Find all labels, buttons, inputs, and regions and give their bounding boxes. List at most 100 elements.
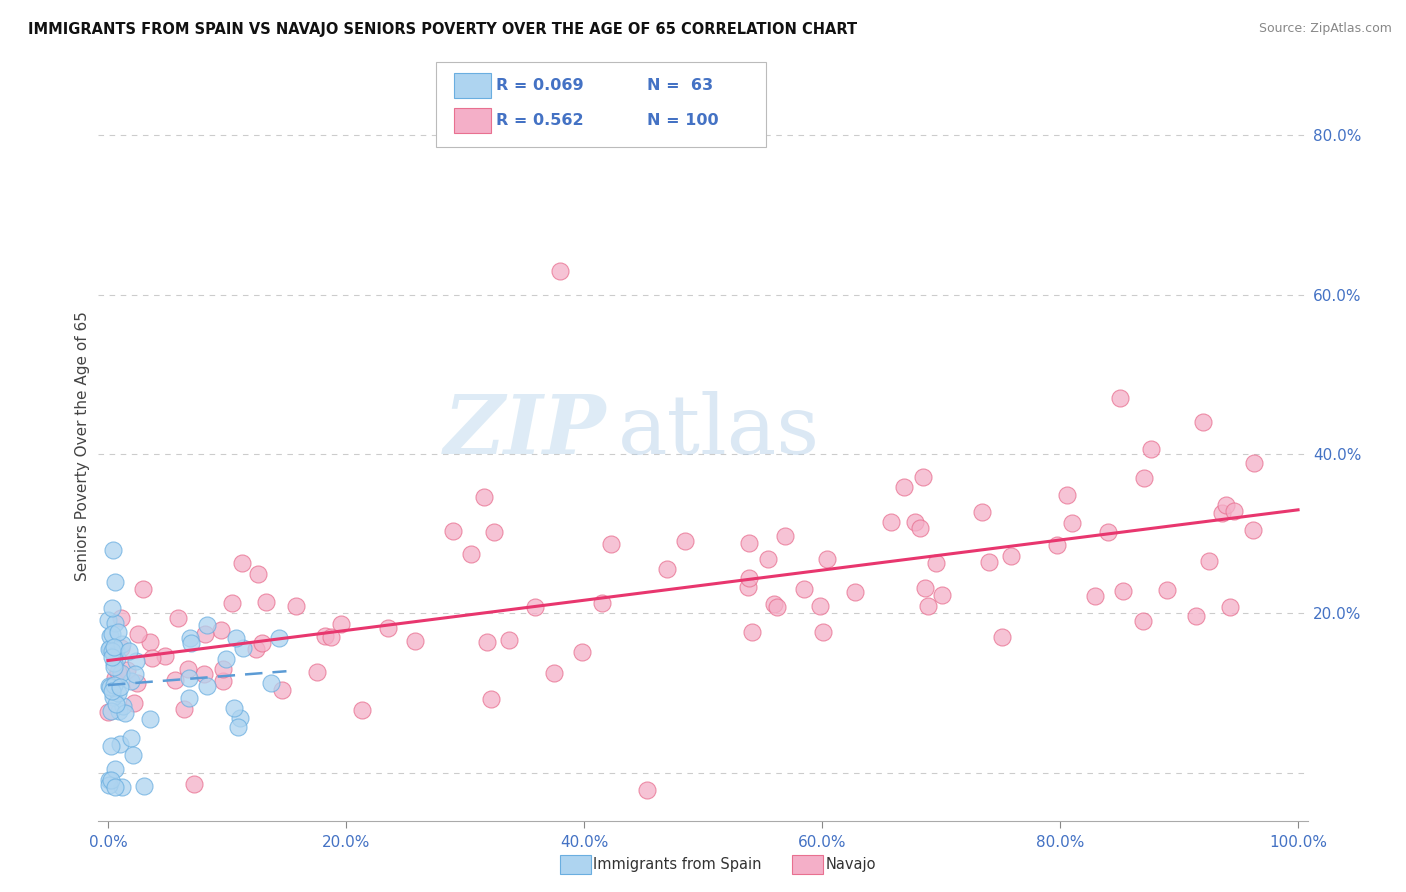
Point (636, 783, 658, 797)
Point (177, 671, 200, 685)
Point (103, 640, 125, 654)
Point (107, 686, 129, 700)
Point (105, 651, 128, 665)
Point (139, 635, 162, 649)
Point (543, 666, 565, 681)
Point (103, 780, 125, 795)
Point (1218, 600, 1240, 615)
Point (228, 710, 250, 724)
Point (484, 524, 506, 539)
Point (100, 629, 122, 643)
Point (139, 713, 162, 727)
Point (111, 637, 134, 651)
Point (110, 611, 132, 625)
Point (124, 666, 146, 681)
Point (314, 629, 336, 643)
Point (305, 665, 328, 680)
Point (183, 777, 205, 791)
Point (209, 623, 232, 637)
Point (103, 660, 125, 674)
Point (118, 644, 141, 658)
Point (167, 611, 190, 625)
Point (179, 631, 201, 645)
Point (163, 673, 186, 687)
Point (844, 585, 866, 599)
Text: Source: ZipAtlas.com: Source: ZipAtlas.com (1258, 22, 1392, 36)
Point (100, 644, 122, 658)
Point (1056, 488, 1078, 502)
Point (250, 636, 273, 650)
Point (808, 599, 831, 613)
Text: N = 100: N = 100 (647, 113, 718, 128)
Point (741, 625, 763, 640)
Point (98, 640, 121, 655)
Point (177, 691, 200, 706)
Point (260, 676, 283, 690)
Point (101, 650, 124, 665)
Point (104, 671, 127, 685)
Point (245, 642, 267, 657)
Point (815, 552, 838, 566)
Point (330, 617, 353, 632)
Point (655, 562, 678, 576)
Point (591, 596, 613, 610)
Point (1084, 589, 1107, 603)
Point (97, 679, 120, 693)
Point (97, 772, 120, 787)
Point (763, 597, 786, 611)
Point (738, 571, 761, 585)
Point (195, 618, 218, 632)
Point (120, 731, 142, 746)
Point (212, 673, 235, 688)
Point (232, 640, 254, 655)
Point (911, 470, 934, 484)
Point (924, 556, 946, 570)
Point (105, 698, 128, 712)
Point (104, 574, 127, 589)
Point (1132, 614, 1154, 628)
Point (212, 662, 235, 676)
Point (914, 581, 936, 595)
Point (225, 632, 247, 646)
Point (893, 479, 915, 493)
Point (101, 690, 124, 704)
Point (254, 595, 277, 609)
Point (125, 654, 148, 668)
Text: IMMIGRANTS FROM SPAIN VS NAVAJO SENIORS POVERTY OVER THE AGE OF 65 CORRELATION C: IMMIGRANTS FROM SPAIN VS NAVAJO SENIORS … (28, 22, 858, 37)
Point (1198, 554, 1220, 568)
Point (904, 516, 927, 530)
Point (110, 640, 132, 655)
Point (180, 636, 202, 650)
Point (600, 536, 623, 550)
Point (523, 600, 546, 615)
Point (103, 542, 125, 557)
Point (111, 780, 134, 794)
Point (177, 662, 200, 676)
Point (1062, 516, 1084, 531)
Point (115, 663, 138, 677)
Point (98, 680, 121, 694)
Text: R = 0.069: R = 0.069 (496, 78, 583, 93)
Point (271, 683, 294, 698)
Point (247, 566, 270, 581)
Point (472, 490, 495, 504)
Point (101, 683, 124, 698)
Point (100, 704, 122, 718)
Point (97, 778, 120, 792)
Point (127, 676, 149, 690)
Point (737, 580, 759, 594)
Point (193, 666, 215, 681)
Point (222, 701, 245, 715)
Point (972, 505, 994, 519)
Text: Navajo: Navajo (825, 857, 876, 871)
Point (460, 547, 482, 561)
Text: atlas: atlas (619, 391, 821, 471)
Point (1132, 471, 1154, 485)
Point (103, 648, 125, 662)
Point (107, 625, 129, 640)
Point (132, 582, 155, 596)
Point (880, 515, 903, 529)
Point (756, 552, 779, 566)
Point (100, 739, 122, 753)
Point (811, 625, 834, 640)
